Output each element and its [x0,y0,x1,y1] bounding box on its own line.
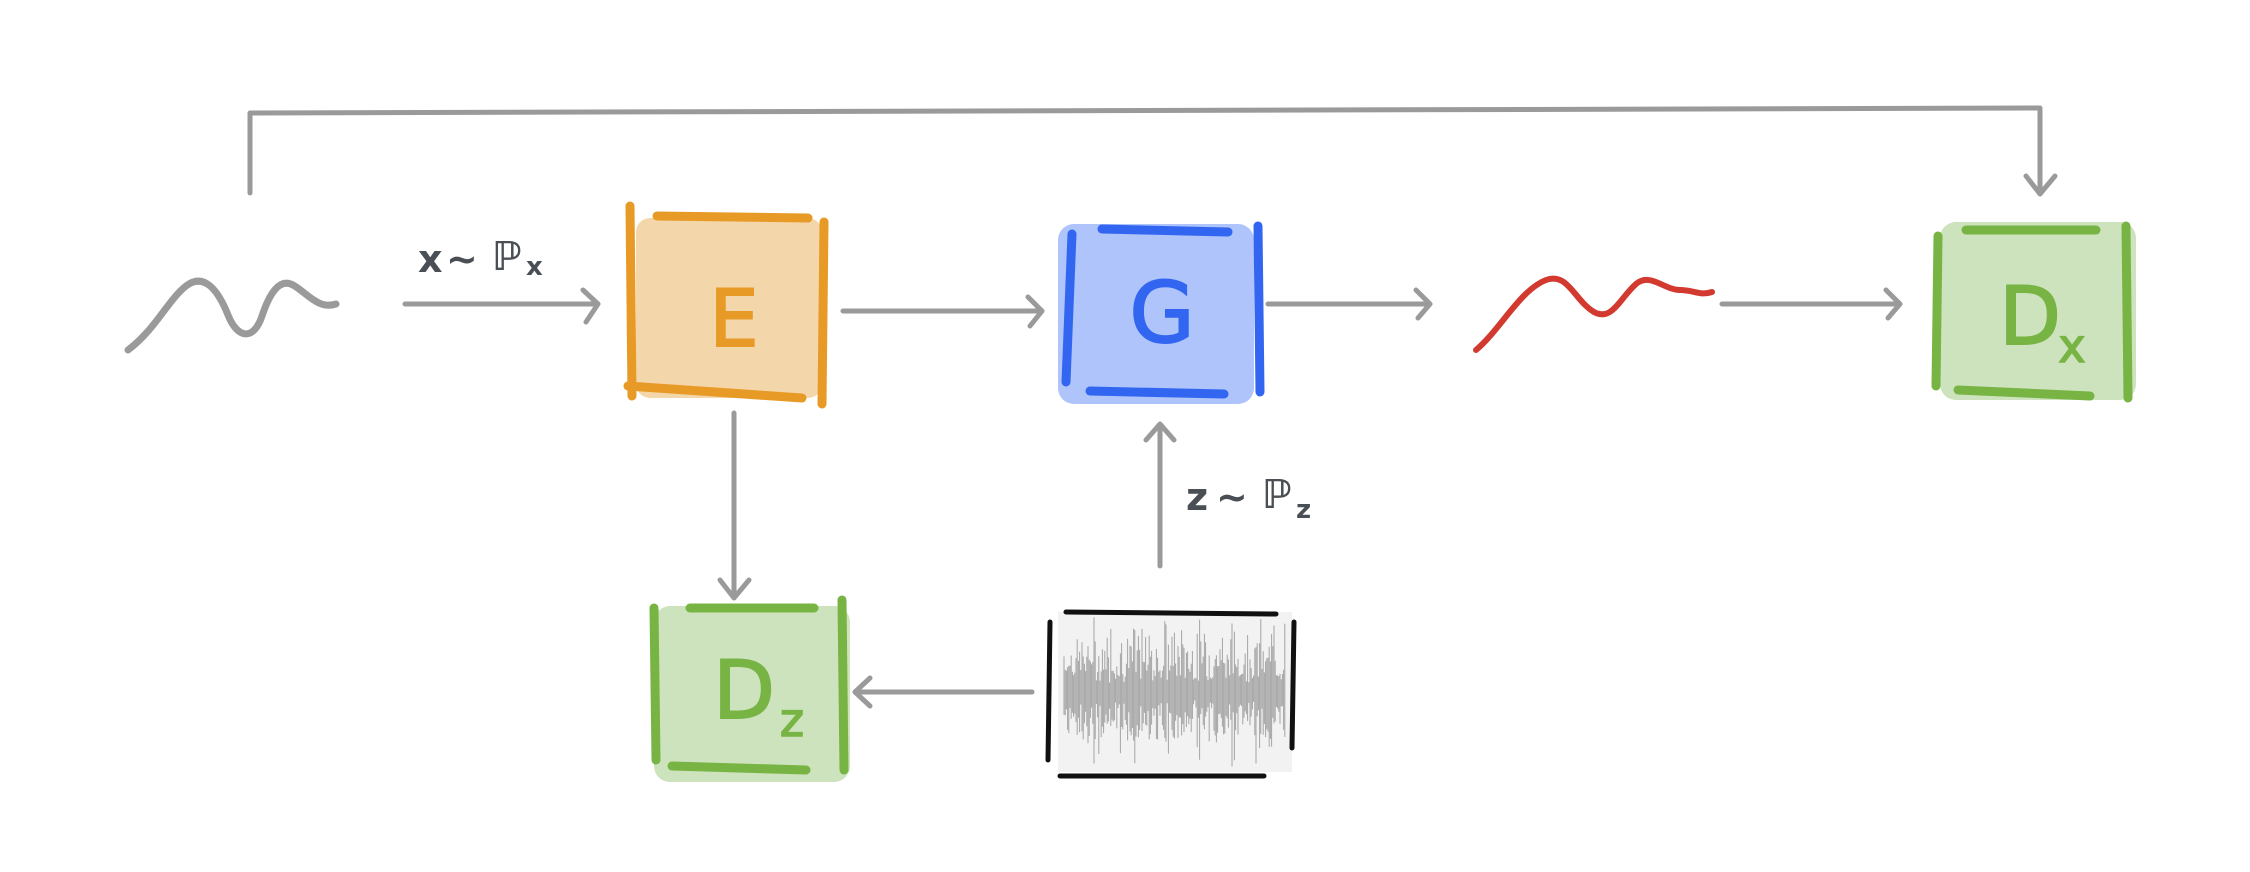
disc-z-letter: D [713,644,775,737]
generator-block: G [1058,221,1265,404]
red-wave-icon [1473,275,1715,353]
disc-x-block: D x [1931,221,2136,403]
noise-texture [1063,617,1286,767]
z-dist-sub: z [1296,495,1311,525]
arrow-noise-to-generator [1143,421,1177,569]
arrow-output-to-disc-x [1719,287,1903,321]
generator-letter: G [1129,264,1194,362]
arrows [247,105,2058,709]
arrow-input-to-encoder [402,287,601,325]
z-var: z [1186,475,1208,519]
encoder-block: E [623,201,829,409]
noise-box-icon [1045,609,1297,779]
disc-x-letter: D [1999,270,2061,363]
x-dist: ℙ [492,234,522,280]
skip-connection-arrow [247,105,2058,197]
disc-z-subscript: z [780,693,804,747]
x-dist-sub: x [526,252,543,282]
x-distribution-label: x ~ ℙ x [418,234,543,282]
encoder-letter: E [709,275,758,365]
x-tilde: ~ [446,237,478,281]
gray-wave-icon [124,277,340,354]
z-distribution-label: z ~ ℙ z [1186,472,1311,525]
arrow-encoder-to-disc-z [717,410,752,601]
z-tilde: ~ [1216,475,1248,519]
disc-z-block: D z [649,595,850,782]
disc-x-subscript: x [2058,319,2085,373]
z-dist: ℙ [1262,472,1292,518]
arrow-noise-to-disc-z [852,675,1035,709]
arrow-encoder-to-generator [840,294,1045,329]
x-var: x [418,237,443,281]
arrow-generator-to-output [1265,287,1433,321]
